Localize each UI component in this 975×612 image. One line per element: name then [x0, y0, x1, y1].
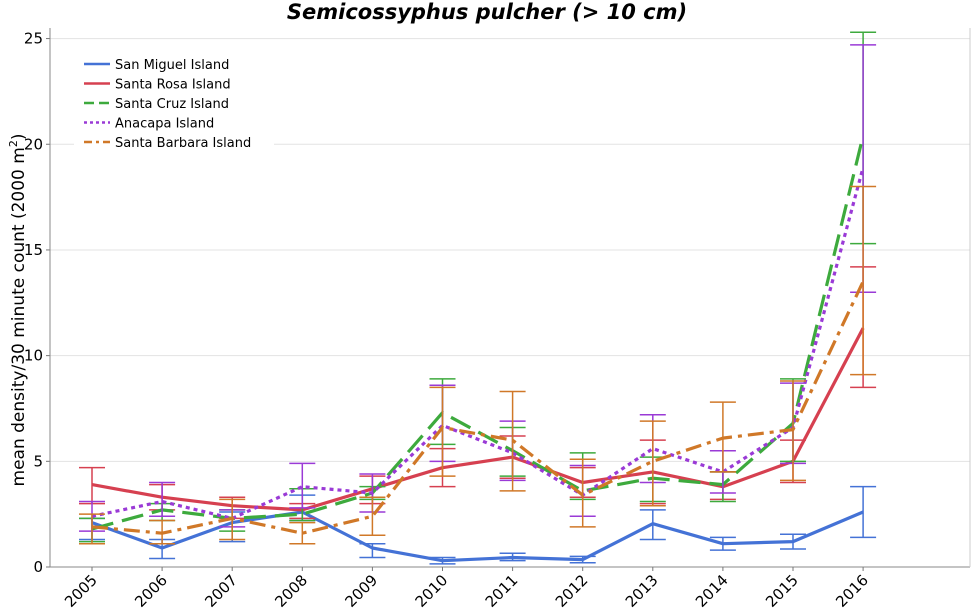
- x-tick-label-2013: 2013: [622, 571, 662, 611]
- chart-title: Semicossyphus pulcher (> 10 cm): [287, 0, 687, 24]
- x-tick-labels: 2005 2006 2007 2008 2009 2010 2011 2012 2013 2014…: [61, 571, 872, 611]
- legend-label-santa-barbara-island: Santa Barbara Island: [115, 136, 251, 151]
- legend-label-anacapa-island: Anacapa Island: [115, 117, 214, 132]
- x-tick-label-2010: 2010: [412, 571, 452, 611]
- y-axis-title: mean density/30 minute count (2000 m2): [7, 134, 29, 487]
- legend: San Miguel Island Santa Rosa Island Santa …: [74, 48, 274, 158]
- x-tick-label-2015: 2015: [762, 571, 802, 611]
- series-line-san-miguel-island: [91, 510, 864, 563]
- series-line-santa-cruz-island: [91, 135, 865, 531]
- series-santa-barbara-island: [79, 185, 877, 545]
- y-tick-label-5: 5: [33, 452, 43, 470]
- legend-label-santa-rosa-island: Santa Rosa Island: [115, 78, 231, 93]
- y-tick-label-20: 20: [24, 135, 43, 153]
- x-tick-label-2011: 2011: [482, 571, 522, 611]
- x-tick-label-2009: 2009: [341, 571, 381, 611]
- y-tick-label-0: 0: [33, 558, 43, 576]
- x-tick-label-2016: 2016: [832, 571, 872, 611]
- x-tick-label-2006: 2006: [131, 571, 171, 611]
- x-tick-label-2005: 2005: [61, 571, 101, 611]
- y-tick-label-10: 10: [24, 347, 43, 365]
- legend-label-santa-cruz-island: Santa Cruz Island: [115, 97, 229, 112]
- series-group: [79, 31, 877, 565]
- x-tick-label-2008: 2008: [271, 571, 311, 611]
- axes: [46, 28, 971, 571]
- series-line-anacapa-island: [91, 167, 865, 521]
- x-tick-label-2012: 2012: [552, 571, 592, 611]
- legend-label-san-miguel-island: San Miguel Island: [115, 58, 229, 73]
- series-santa-rosa-island: [79, 266, 877, 520]
- series-line-santa-barbara-island: [91, 280, 865, 535]
- x-tick-label-2014: 2014: [692, 571, 732, 611]
- series-line-santa-rosa-island: [91, 327, 865, 512]
- y-tick-label-15: 15: [24, 241, 43, 259]
- y-tick-labels: 0 5 10 15 20 25: [24, 30, 43, 576]
- y-tick-label-25: 25: [24, 30, 43, 48]
- x-tick-label-2007: 2007: [201, 571, 241, 611]
